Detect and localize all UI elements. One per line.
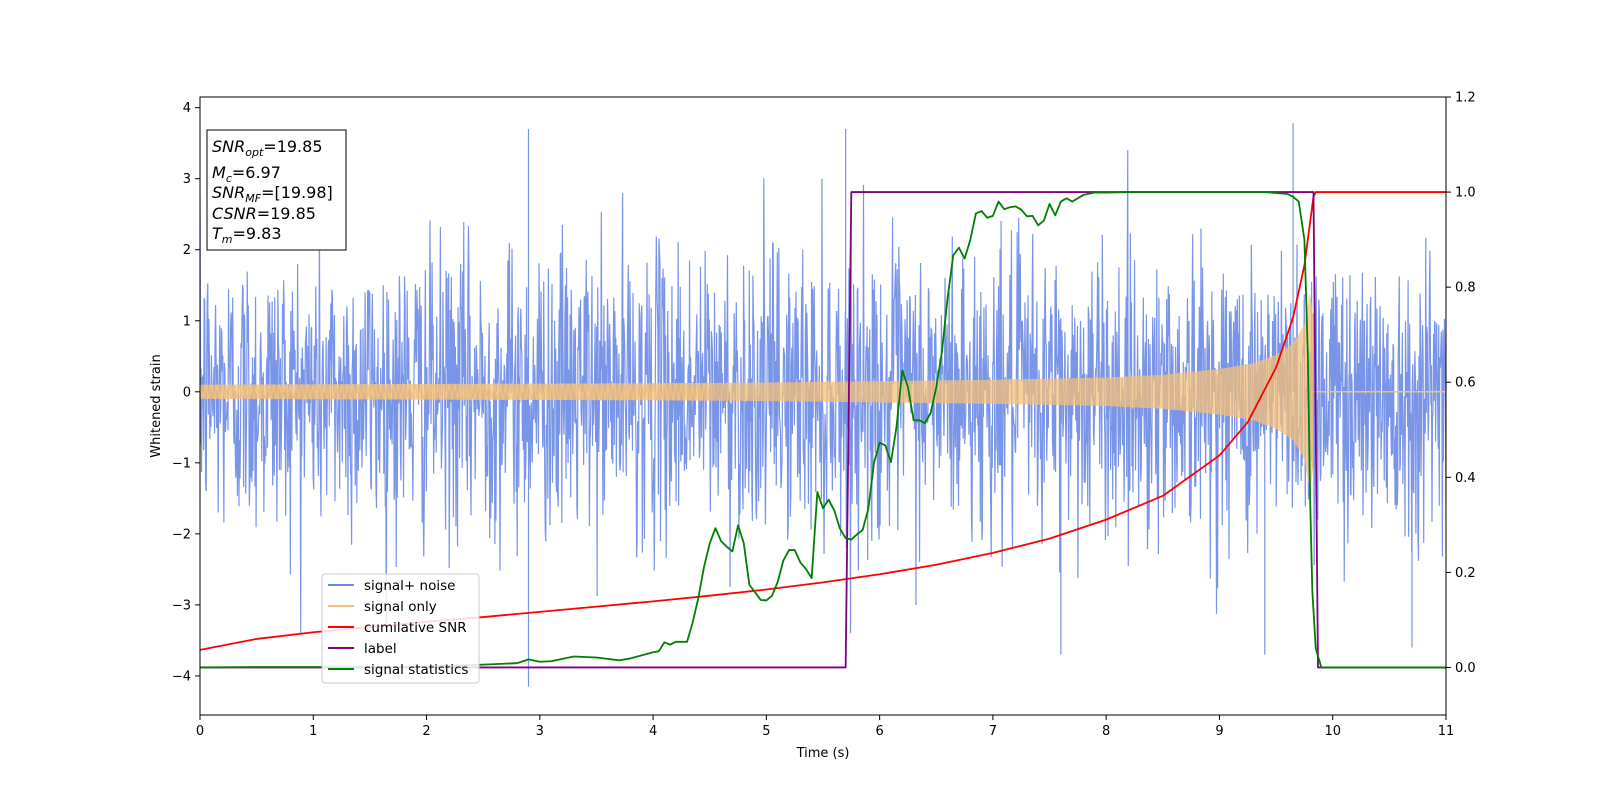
y2-tick-label: 0.8 bbox=[1455, 281, 1476, 296]
x-tick-label: 11 bbox=[1438, 724, 1455, 739]
y-axis-left: −4 −3 −2 −1 0 1 2 3 4 bbox=[172, 101, 200, 684]
x-tick-label: 9 bbox=[1215, 724, 1223, 739]
y2-tick-label: 0.0 bbox=[1455, 661, 1476, 676]
legend-item-signal-statistics: signal statistics bbox=[328, 662, 468, 678]
legend-item-label: label bbox=[328, 641, 397, 657]
y2-tick-label: 1.0 bbox=[1455, 186, 1476, 201]
legend-label-signal-only: signal only bbox=[364, 599, 437, 615]
series-signal-statistics bbox=[200, 191, 1446, 669]
info-tm: Tm=9.83 bbox=[212, 224, 282, 246]
legend-item-signal-noise: signal+ noise bbox=[328, 578, 455, 594]
y-tick-label: −2 bbox=[172, 527, 191, 542]
series-signal-only-band bbox=[200, 294, 1314, 490]
legend-item-cumulative-snr: cumilative SNR bbox=[328, 620, 467, 636]
y-tick-label: 0 bbox=[183, 385, 191, 400]
legend: signal+ noise signal only cumilative SNR… bbox=[321, 573, 480, 684]
x-tick-label: 10 bbox=[1324, 724, 1341, 739]
y-tick-label: 2 bbox=[183, 243, 191, 258]
y-tick-label: 4 bbox=[183, 101, 191, 116]
series-layer bbox=[200, 123, 1446, 687]
x-tick-label: 8 bbox=[1102, 724, 1110, 739]
series-signal-noise bbox=[200, 123, 1446, 687]
y-axis-title: Whitened strain bbox=[149, 354, 164, 457]
y2-tick-label: 1.2 bbox=[1455, 91, 1476, 106]
info-snr-mf: SNRMF=[19.98] bbox=[212, 183, 333, 205]
x-tick-label: 6 bbox=[875, 724, 883, 739]
x-axis: 0 1 2 3 4 5 6 7 8 9 10 11 bbox=[196, 715, 1454, 739]
y-axis-right: 0.0 0.2 0.4 0.6 0.8 1.0 1.2 bbox=[1446, 91, 1476, 676]
series-signal-only-oscillation bbox=[200, 382, 711, 401]
x-tick-label: 5 bbox=[762, 724, 770, 739]
x-tick-label: 7 bbox=[989, 724, 997, 739]
y-tick-label: −1 bbox=[172, 456, 191, 471]
x-tick-label: 3 bbox=[536, 724, 544, 739]
y-tick-label: 3 bbox=[183, 172, 191, 187]
y2-tick-label: 0.4 bbox=[1455, 471, 1476, 486]
legend-label-cumulative-snr: cumilative SNR bbox=[364, 620, 467, 636]
x-tick-label: 0 bbox=[196, 724, 204, 739]
y-tick-label: −3 bbox=[172, 598, 191, 613]
y-tick-label: −4 bbox=[172, 669, 191, 684]
legend-label-signal-noise: signal+ noise bbox=[364, 578, 455, 594]
info-box: SNRopt=19.85 Mc=6.97 SNRMF=[19.98] CSNR=… bbox=[206, 129, 347, 251]
x-axis-title: Time (s) bbox=[796, 746, 850, 761]
info-snr-opt: SNRopt=19.85 bbox=[212, 137, 323, 159]
plot-frame bbox=[199, 96, 1447, 716]
y-tick-label: 1 bbox=[183, 314, 191, 329]
x-tick-label: 4 bbox=[649, 724, 657, 739]
x-tick-label: 1 bbox=[309, 724, 317, 739]
x-tick-label: 2 bbox=[422, 724, 430, 739]
y2-tick-label: 0.6 bbox=[1455, 376, 1476, 391]
legend-label-label: label bbox=[364, 641, 397, 657]
y2-tick-label: 0.2 bbox=[1455, 566, 1476, 581]
info-mc: Mc=6.97 bbox=[212, 163, 281, 185]
legend-item-signal-only: signal only bbox=[328, 599, 437, 615]
legend-label-signal-statistics: signal statistics bbox=[364, 662, 468, 678]
info-csnr: CSNR=19.85 bbox=[212, 204, 316, 223]
